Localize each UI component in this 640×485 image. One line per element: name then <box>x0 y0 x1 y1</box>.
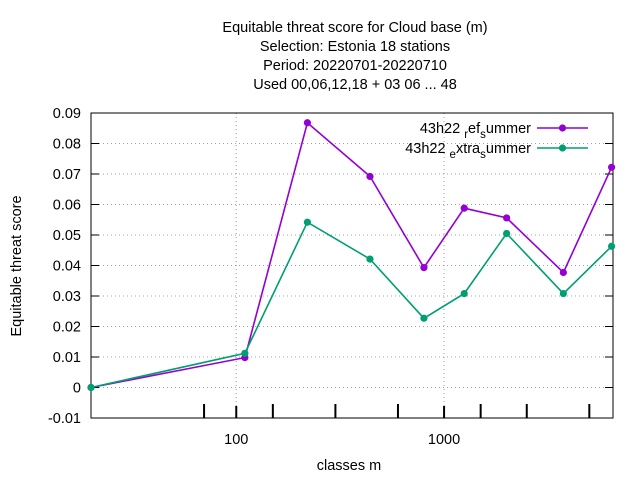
series-1-point <box>303 218 312 226</box>
legend-label-part: 43h22 <box>420 121 464 137</box>
series-1-point <box>87 383 95 392</box>
y-tick-label: 0.08 <box>53 137 81 153</box>
legend-label-0: 43h22 refsummer <box>420 121 531 141</box>
chart-title-line: Equitable threat score for Cloud base (m… <box>222 20 487 36</box>
chart-title-line: Selection: Estonia 18 stations <box>260 39 450 55</box>
y-tick-label: 0.09 <box>53 106 81 122</box>
chart-title-line: Used 00,06,12,18 + 03 06 ... 48 <box>253 77 457 93</box>
series-1-point <box>460 289 468 298</box>
series-0-point <box>460 204 468 212</box>
series-1-point <box>241 349 249 357</box>
x-axis-label: classes m <box>317 458 381 474</box>
series-0-point <box>303 119 312 127</box>
legend-label-part: ummer <box>486 141 531 157</box>
series-0-point <box>559 268 567 277</box>
series-1-point <box>608 242 616 250</box>
y-tick-label: 0.02 <box>53 320 81 336</box>
series-0-point <box>366 172 374 181</box>
series-line-1 <box>90 221 613 389</box>
plot-frame <box>90 112 614 419</box>
y-tick-label: 0.06 <box>53 198 81 214</box>
legend-marker-1 <box>558 144 567 152</box>
legend-label-part: ummer <box>486 121 531 137</box>
y-tick-label: 0.03 <box>53 289 81 305</box>
series-line-0 <box>90 121 613 389</box>
legend-label-part: ef <box>468 121 481 137</box>
legend-label-part: 43h22 <box>405 141 449 157</box>
x-tick-label: 1000 <box>428 432 460 448</box>
y-tick-label: 0 <box>73 381 81 397</box>
legend-label-part: s <box>480 149 486 161</box>
chart-title-line: Period: 20220701-20220710 <box>263 58 447 74</box>
legend-label-part: r <box>464 129 468 141</box>
y-tick-label: 0.05 <box>53 228 81 244</box>
y-tick-label: 0.07 <box>53 167 81 183</box>
series-1-point <box>559 289 567 298</box>
series-0-point <box>503 214 511 222</box>
series-1-point <box>366 255 374 263</box>
y-tick-label: 0.01 <box>53 350 81 366</box>
series-0-point <box>420 264 428 272</box>
legend-label-part: e <box>450 149 456 161</box>
legend-label-part: xtra <box>456 141 481 157</box>
series-1-point <box>503 229 511 238</box>
x-tick-label: 100 <box>224 432 248 448</box>
series-1-point <box>420 314 428 322</box>
series-0-point <box>608 163 616 171</box>
y-tick-label: -0.01 <box>48 411 81 427</box>
y-tick-label: 0.04 <box>53 259 81 275</box>
legend-label-1: 43h22 extrasummer <box>405 141 531 161</box>
y-axis-label: Equitable threat score <box>9 195 25 336</box>
legend-marker-0 <box>558 124 567 132</box>
legend-label-part: s <box>480 129 486 141</box>
